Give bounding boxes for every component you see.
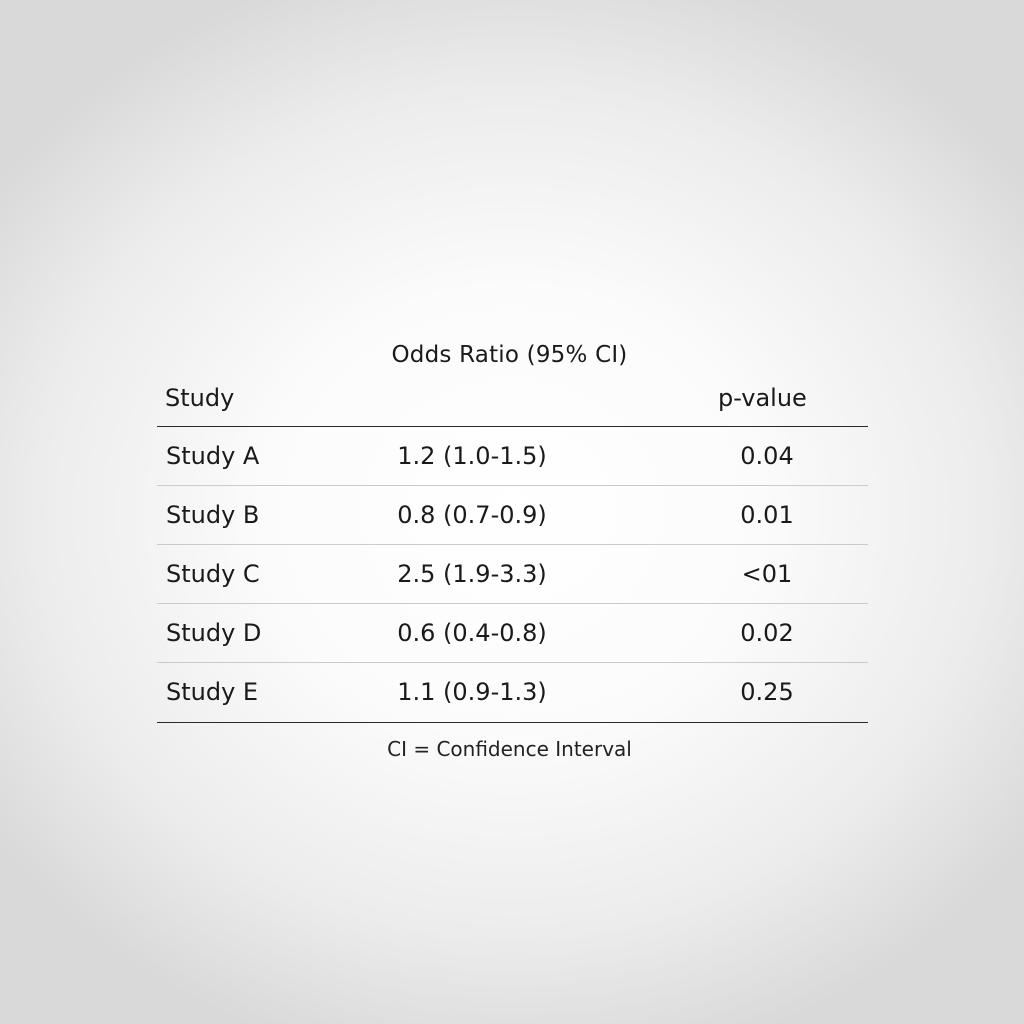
row-divider xyxy=(157,662,868,663)
table-row: Study D 0.6 (0.4-0.8) 0.02 xyxy=(157,604,868,663)
header-pvalue: p-value xyxy=(718,384,807,412)
header-row: Study p-value xyxy=(157,382,868,422)
p-value-cell: 0.04 xyxy=(740,442,794,470)
table-body: Study A 1.2 (1.0-1.5) 0.04 Study B 0.8 (… xyxy=(157,427,868,722)
odds-ratio-cell: 0.6 (0.4-0.8) xyxy=(397,619,547,647)
odds-ratio-cell: 0.8 (0.7-0.9) xyxy=(397,501,547,529)
study-cell: Study E xyxy=(166,678,259,706)
odds-ratio-cell: 1.2 (1.0-1.5) xyxy=(397,442,547,470)
study-cell: Study C xyxy=(166,560,260,588)
odds-ratio-cell: 2.5 (1.9-3.3) xyxy=(397,560,547,588)
table-row: Study A 1.2 (1.0-1.5) 0.04 xyxy=(157,427,868,486)
p-value-cell: 0.25 xyxy=(740,678,794,706)
p-value-cell: 0.01 xyxy=(740,501,794,529)
header-study: Study xyxy=(165,384,235,412)
table-row: Study E 1.1 (0.9-1.3) 0.25 xyxy=(157,663,868,722)
row-divider xyxy=(157,544,868,545)
table-title: Odds Ratio (95% CI) xyxy=(391,342,628,368)
table-row: Study C 2.5 (1.9-3.3) <01 xyxy=(157,545,868,604)
study-cell: Study B xyxy=(166,501,260,529)
study-cell: Study D xyxy=(166,619,262,647)
row-divider xyxy=(157,485,868,486)
bottom-rule xyxy=(157,722,868,723)
p-value-cell: <01 xyxy=(741,560,793,588)
header-rule xyxy=(157,426,868,427)
odds-ratio-cell: 1.1 (0.9-1.3) xyxy=(397,678,547,706)
row-divider xyxy=(157,603,868,604)
table-row: Study B 0.8 (0.7-0.9) 0.01 xyxy=(157,486,868,545)
table-footnote: CI = Confidence Interval xyxy=(387,737,632,761)
p-value-cell: 0.02 xyxy=(740,619,794,647)
study-cell: Study A xyxy=(166,442,260,470)
